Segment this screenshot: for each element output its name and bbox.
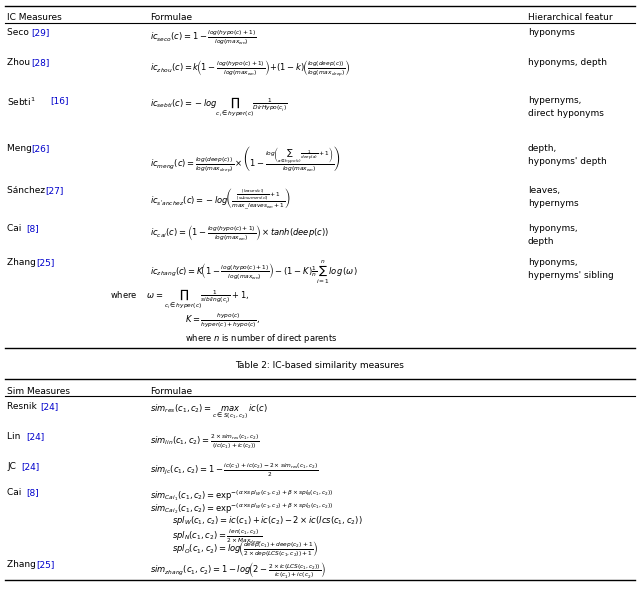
- Text: $ic_{zhou}(c) = k\!\left(1 - \frac{log(hypo(c)+1)}{log(max_{wn})}\right)\!+\!(1-: $ic_{zhou}(c) = k\!\left(1 - \frac{log(h…: [150, 58, 351, 79]
- Text: Cai: Cai: [7, 224, 24, 233]
- Text: Table 2: IC-based similarity measures: Table 2: IC-based similarity measures: [236, 361, 404, 370]
- Text: [8]: [8]: [26, 224, 39, 233]
- Text: $K = \frac{hypo(c)}{hyper(c)+hypo(c)},$: $K = \frac{hypo(c)}{hyper(c)+hypo(c)},$: [185, 312, 260, 330]
- Text: hypernyms: hypernyms: [528, 199, 579, 208]
- Text: $ic_{cai}(c) = \left(1 - \frac{log(hypo(c)+1)}{log(max_{wn})}\right) \times tanh: $ic_{cai}(c) = \left(1 - \frac{log(hypo(…: [150, 224, 329, 243]
- Text: depth,: depth,: [528, 144, 557, 153]
- Text: $sim_{Cai_2}(c_1,c_2) = \exp^{-(\alpha \times spl_W(c_1,c_2)+\beta \times spl_O(: $sim_{Cai_2}(c_1,c_2) = \exp^{-(\alpha \…: [150, 501, 333, 516]
- Text: [26]: [26]: [31, 144, 49, 153]
- Text: Zhang: Zhang: [7, 560, 39, 569]
- Text: hyponyms: hyponyms: [528, 28, 575, 37]
- Text: [24]: [24]: [40, 402, 59, 411]
- Text: Sim Measures: Sim Measures: [7, 387, 70, 396]
- Text: hypernyms' sibling: hypernyms' sibling: [528, 271, 614, 280]
- Text: where $n$ is number of direct parents: where $n$ is number of direct parents: [185, 332, 337, 345]
- Text: $ic_{meng}(c) = \frac{log(deep(c))}{log(max_{deep})} \times \left(1 - \frac{log\: $ic_{meng}(c) = \frac{log(deep(c))}{log(…: [150, 144, 340, 175]
- Text: $spl_O(c_1,c_2) = log\!\left(\frac{deep(c_1)+deep(c_2)+1}{2 \times dep(LCS(c_1,c: $spl_O(c_1,c_2) = log\!\left(\frac{deep(…: [172, 540, 319, 559]
- Text: leaves,: leaves,: [528, 186, 560, 195]
- Text: Formulae: Formulae: [150, 13, 192, 22]
- Text: [25]: [25]: [36, 560, 54, 569]
- Text: Zhou: Zhou: [7, 58, 33, 67]
- Text: $ic_{seco}(c) = 1 - \frac{log(hypo(c)+1)}{log(max_{wn})}$: $ic_{seco}(c) = 1 - \frac{log(hypo(c)+1)…: [150, 28, 257, 47]
- Text: $sim_{lin}(c_1,c_2) = \frac{2 \times sim_{res}(c_1,c_2)}{(ic(c_1)+ic(c_2))}$: $sim_{lin}(c_1,c_2) = \frac{2 \times sim…: [150, 432, 260, 451]
- Text: hyponyms,: hyponyms,: [528, 224, 578, 233]
- Text: $sim_{res}(c_1,c_2) = \underset{c \in S(c_1,c_2)}{max}\; ic(c)$: $sim_{res}(c_1,c_2) = \underset{c \in S(…: [150, 402, 268, 420]
- Text: depth: depth: [528, 237, 554, 246]
- Text: $sim_{jc}(c_1,c_2) = 1 - \frac{ic(c_1)+ic(c_2)-2 \times sim_{res}(c_1,c_2)}{2}$: $sim_{jc}(c_1,c_2) = 1 - \frac{ic(c_1)+i…: [150, 462, 319, 480]
- Text: hyponyms,: hyponyms,: [528, 258, 578, 267]
- Text: Formulae: Formulae: [150, 387, 192, 396]
- Text: Cai: Cai: [7, 488, 24, 497]
- Text: $spl_W(c_1,c_2) = ic(c_1)+ic(c_2)-2 \times ic(lcs(c_1,c_2))$: $spl_W(c_1,c_2) = ic(c_1)+ic(c_2)-2 \tim…: [172, 514, 363, 527]
- Text: $sim_{Cai_1}(c_1,c_2) = \exp^{-(\alpha \times spl_W(c_1,c_2)+\beta \times spl_N(: $sim_{Cai_1}(c_1,c_2) = \exp^{-(\alpha \…: [150, 488, 333, 503]
- Text: hypernyms,: hypernyms,: [528, 96, 581, 105]
- Text: [27]: [27]: [45, 186, 64, 195]
- Text: where $\quad\omega = \prod_{c_i \in hyper(c)} \frac{1}{sibling(c_i)} + 1,$: where $\quad\omega = \prod_{c_i \in hype…: [110, 288, 250, 311]
- Text: Zhang: Zhang: [7, 258, 39, 267]
- Text: Seco: Seco: [7, 28, 32, 37]
- Text: IC Measures: IC Measures: [7, 13, 61, 22]
- Text: Sebti$^1$: Sebti$^1$: [7, 96, 36, 108]
- Text: [25]: [25]: [36, 258, 54, 267]
- Text: [16]: [16]: [50, 96, 68, 105]
- Text: $ic_{zhang}(c) = K\!\left(1 - \frac{log(hypo(c)+1)}{log(max_{wn})}\right) - (1-K: $ic_{zhang}(c) = K\!\left(1 - \frac{log(…: [150, 258, 358, 286]
- Text: [28]: [28]: [31, 58, 49, 67]
- Text: [24]: [24]: [26, 432, 44, 441]
- Text: JC: JC: [7, 462, 19, 471]
- Text: [8]: [8]: [26, 488, 39, 497]
- Text: Lin: Lin: [7, 432, 23, 441]
- Text: $spl_N(c_1,c_2) = \frac{len(c_1,c_2)}{2 \times Max_{deep}}$: $spl_N(c_1,c_2) = \frac{len(c_1,c_2)}{2 …: [172, 527, 262, 547]
- Text: [29]: [29]: [31, 28, 49, 37]
- Text: $ic_{sebti}(c) = -log \prod_{c_i \in hyper(c)} \frac{1}{DirHypo(c_i)}$: $ic_{sebti}(c) = -log \prod_{c_i \in hyp…: [150, 96, 287, 119]
- Text: direct hyponyms: direct hyponyms: [528, 109, 604, 118]
- Text: Hierarchical featur: Hierarchical featur: [528, 13, 612, 22]
- Text: [24]: [24]: [21, 462, 40, 471]
- Text: hyponyms' depth: hyponyms' depth: [528, 157, 607, 166]
- Text: Resnik: Resnik: [7, 402, 40, 411]
- Text: Meng: Meng: [7, 144, 35, 153]
- Text: hyponyms, depth: hyponyms, depth: [528, 58, 607, 67]
- Text: Sánchez: Sánchez: [7, 186, 48, 195]
- Text: $sim_{zhang}(c_1,c_2) = 1 - log\!\left(2 - \frac{2 \times ic(LCS(c_1,c_2))}{ic(c: $sim_{zhang}(c_1,c_2) = 1 - log\!\left(2…: [150, 560, 326, 580]
- Text: $ic_{s'anchez}(c) = -log\!\left(\frac{\frac{|leaves(c)|}{|subsumers(c)|}+1}{max\: $ic_{s'anchez}(c) = -log\!\left(\frac{\f…: [150, 186, 291, 211]
